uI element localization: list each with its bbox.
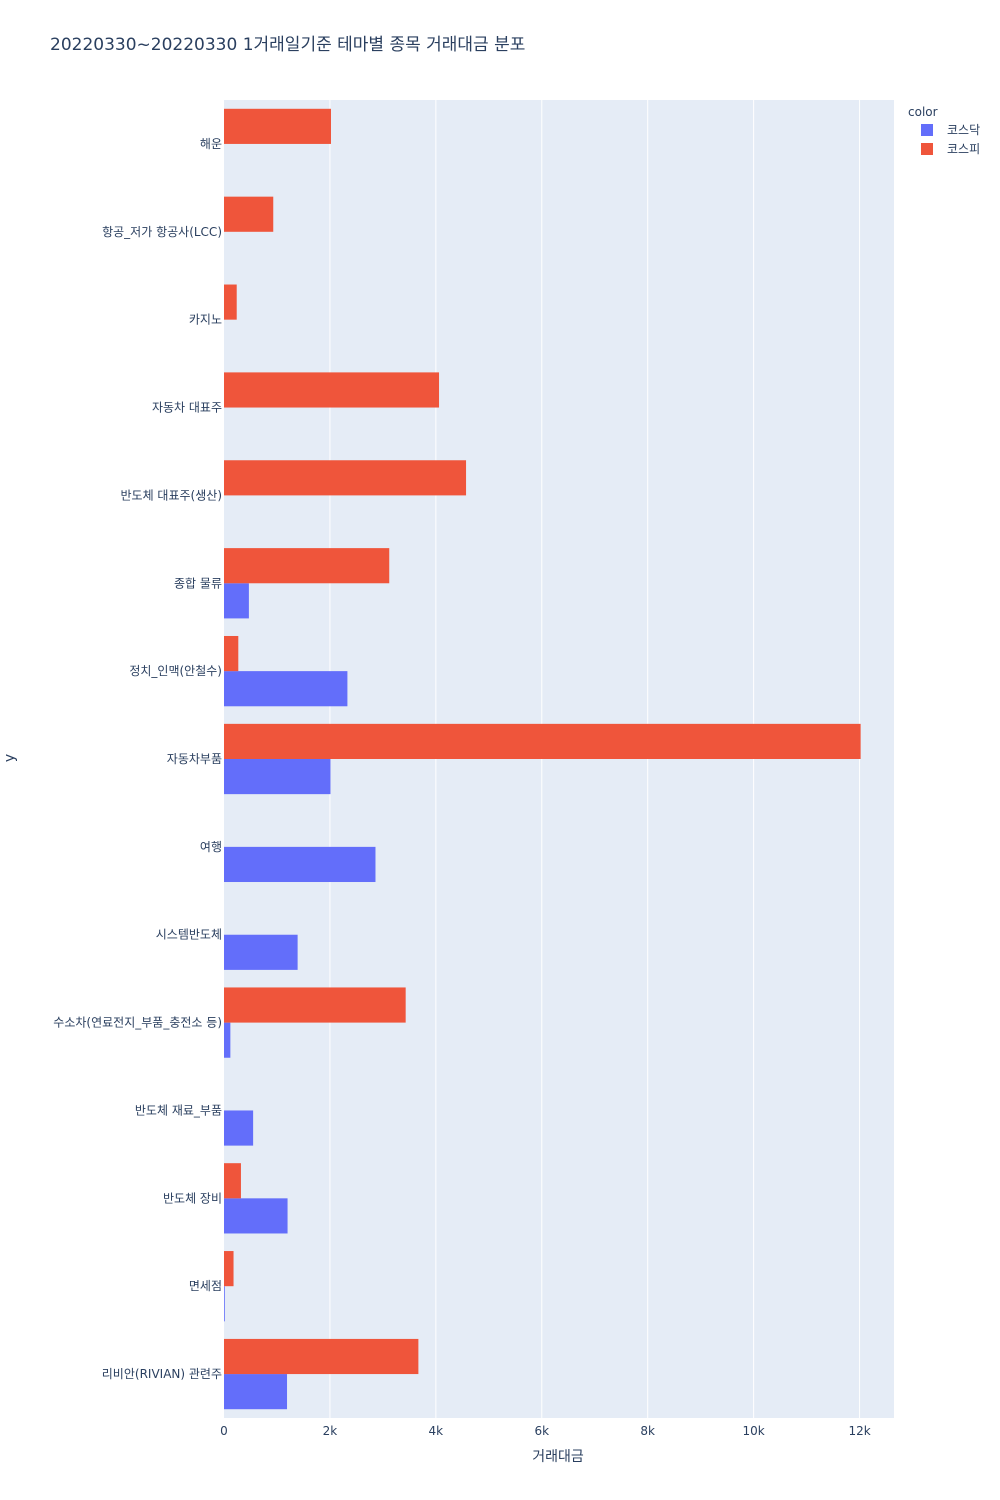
bar-kosdaq[interactable] xyxy=(224,759,331,795)
y-tick-label: 면세점 xyxy=(189,1279,222,1293)
bar-kosdaq[interactable] xyxy=(224,583,249,619)
bar-kospi[interactable] xyxy=(224,635,239,672)
y-tick-label: 반도체 대표주(생산) xyxy=(121,488,223,502)
bar-kosdaq[interactable] xyxy=(224,1374,288,1410)
bar-kosdaq[interactable] xyxy=(224,1110,254,1146)
bar-kosdaq[interactable] xyxy=(224,1198,288,1234)
legend-label: 코스피 xyxy=(947,142,980,156)
y-tick-label: 종합 물류 xyxy=(174,576,222,590)
x-axis-title: 거래대금 xyxy=(532,1449,584,1465)
bar-kospi[interactable] xyxy=(224,1163,241,1199)
x-axis-ticks: 0 2k 4k 6k 8k 10k 12k xyxy=(220,1424,871,1438)
x-tick-label: 10k xyxy=(743,1424,765,1438)
bar-kospi[interactable] xyxy=(224,108,331,144)
x-tick-label: 12k xyxy=(848,1424,870,1438)
bar-kospi[interactable] xyxy=(224,987,406,1023)
y-tick-label: 자동차 대표주 xyxy=(152,401,222,415)
bar-kosdaq[interactable] xyxy=(224,934,298,970)
bar-kospi[interactable] xyxy=(224,1338,419,1375)
legend-label: 코스닥 xyxy=(947,123,980,137)
legend-swatch xyxy=(921,143,933,155)
y-tick-label: 반도체 장비 xyxy=(163,1191,222,1205)
y-tick-label: 여행 xyxy=(200,839,222,854)
x-tick-label: 8k xyxy=(640,1424,655,1438)
y-tick-label: 수소차(연료전지_부품_충전소 등) xyxy=(53,1016,222,1030)
legend-swatch xyxy=(921,124,933,136)
y-tick-label: 리비안(RIVIAN) 관련주 xyxy=(102,1367,222,1381)
bar-kosdaq[interactable] xyxy=(224,1286,225,1322)
y-tick-label: 해운 xyxy=(200,137,222,151)
y-tick-label: 항공_저가 항공사(LCC) xyxy=(102,225,222,239)
bar-kosdaq[interactable] xyxy=(224,1022,231,1058)
x-tick-label: 0 xyxy=(220,1424,228,1438)
y-axis-title: y xyxy=(2,754,18,762)
bar-kospi[interactable] xyxy=(224,284,237,320)
x-tick-label: 4k xyxy=(429,1424,444,1438)
legend-title: color xyxy=(908,105,938,119)
y-tick-label: 시스템반도체 xyxy=(156,928,222,942)
bar-kospi[interactable] xyxy=(224,1251,234,1287)
x-tick-label: 6k xyxy=(534,1424,549,1438)
x-tick-label: 2k xyxy=(323,1424,338,1438)
bar-kosdaq[interactable] xyxy=(224,846,376,883)
y-tick-label: 반도체 재료_부품 xyxy=(135,1103,222,1117)
y-tick-label: 카지노 xyxy=(189,313,222,327)
bar-kospi[interactable] xyxy=(224,548,390,584)
bar-kospi[interactable] xyxy=(224,372,440,408)
bars xyxy=(224,108,861,1410)
bar-kospi[interactable] xyxy=(224,723,861,759)
bar-kospi[interactable] xyxy=(224,196,274,232)
y-tick-label: 자동차부품 xyxy=(167,752,222,766)
bar-kosdaq[interactable] xyxy=(224,671,348,707)
y-tick-label: 정치_인맥(안철수) xyxy=(129,664,222,678)
chart-title: 20220330~20220330 1거래일기준 테마별 종목 거래대금 분포 xyxy=(50,35,525,55)
bar-kospi[interactable] xyxy=(224,460,467,496)
